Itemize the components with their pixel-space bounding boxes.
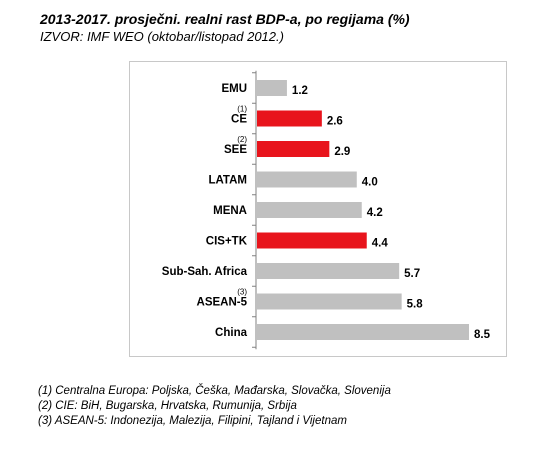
- value-label: 4.2: [367, 207, 383, 219]
- category-label: MENA: [213, 205, 247, 217]
- footnote-3: (3) ASEAN-5: Indonezija, Malezija, Filip…: [38, 415, 347, 427]
- bar: [257, 324, 469, 340]
- category-label: ASEAN-5: [197, 297, 248, 309]
- bar: [257, 232, 367, 249]
- bar: [257, 171, 357, 188]
- footnote-mark: (2): [237, 135, 247, 144]
- footnote-mark: (3): [237, 288, 247, 297]
- category-label: CE: [231, 114, 247, 126]
- category-label: SEE: [224, 144, 247, 156]
- value-label: 2.6: [327, 116, 343, 128]
- footnote-1: (1) Centralna Europa: Poljska, Češka, Ma…: [38, 385, 391, 397]
- chart-title: 2013-2017. prosječni. realni rast BDP-a,…: [40, 11, 410, 27]
- value-label: 1.2: [292, 85, 308, 97]
- footnote-mark: (1): [237, 105, 247, 114]
- category-label: EMU: [221, 83, 247, 95]
- bar: [257, 202, 362, 218]
- bar: [257, 80, 287, 96]
- category-label: Sub-Sah. Africa: [162, 266, 248, 278]
- bar-chart: EMU 1.2 CE(1) 2.6 SEE(2) 2.9 LATAM 4.0 MENA 4.2 CI…: [162, 70, 491, 350]
- bar: [257, 110, 322, 127]
- value-label: 5.8: [407, 299, 424, 311]
- bar: [257, 263, 400, 279]
- footnotes: (1) Centralna Europa: Poljska, Češka, Ma…: [38, 384, 391, 429]
- value-label: 2.9: [334, 146, 350, 158]
- category-label: LATAM: [208, 175, 247, 187]
- value-label: 5.7: [404, 268, 420, 280]
- footnote-2: (2) CIE: BiH, Bugarska, Hrvatska, Rumuni…: [38, 400, 297, 412]
- value-label: 4.0: [362, 177, 378, 189]
- value-label: 4.4: [372, 238, 389, 250]
- chart-frame: EMU 1.2 CE (1) 2.6 SEE (2) 2.9 LATAM 4.0 MENA 4.2 CI…: [129, 61, 507, 357]
- bar: [257, 293, 402, 310]
- category-label: China: [215, 327, 248, 339]
- category-label: CIS+TK: [206, 236, 248, 248]
- bar: [257, 141, 330, 157]
- chart-source: IZVOR: IMF WEO (oktobar/listopad 2012.): [40, 29, 284, 44]
- value-label: 8.5: [474, 329, 491, 341]
